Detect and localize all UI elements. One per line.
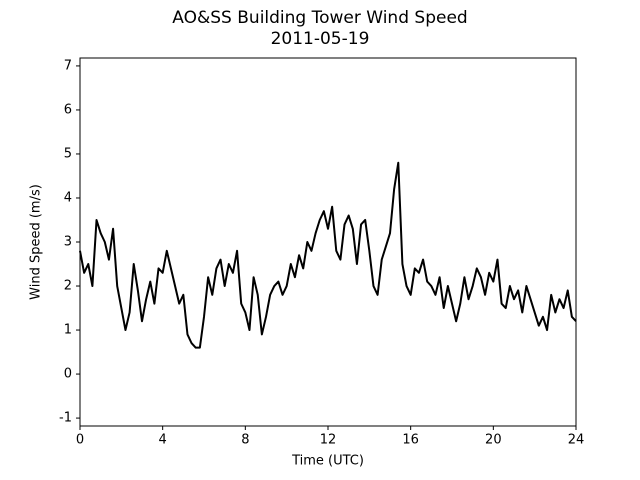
chart-title: AO&SS Building Tower Wind Speed xyxy=(172,8,467,28)
y-tick-label: -1 xyxy=(59,411,72,426)
x-axis-label: Time (UTC) xyxy=(291,454,364,469)
y-tick-label: 0 xyxy=(64,367,72,382)
y-tick-label: 5 xyxy=(64,146,72,161)
y-tick-label: 1 xyxy=(64,323,72,338)
y-tick-label: 2 xyxy=(64,279,72,294)
y-tick-label: 3 xyxy=(64,235,72,250)
plot-frame xyxy=(79,57,577,427)
y-axis-label: Wind Speed (m/s) xyxy=(29,184,44,300)
x-tick-label: 4 xyxy=(159,433,167,448)
y-tick-label: 7 xyxy=(64,58,72,73)
x-tick-label: 20 xyxy=(485,433,502,448)
x-tick-label: 0 xyxy=(76,433,84,448)
y-tick-label: 6 xyxy=(64,102,72,117)
data-line xyxy=(79,161,577,349)
y-tick-label: 4 xyxy=(64,190,72,205)
x-tick-label: 24 xyxy=(568,433,585,448)
chart-subtitle: 2011-05-19 xyxy=(271,29,370,49)
x-tick-label: 16 xyxy=(402,433,419,448)
x-tick-label: 8 xyxy=(241,433,249,448)
x-tick-label: 12 xyxy=(320,433,337,448)
